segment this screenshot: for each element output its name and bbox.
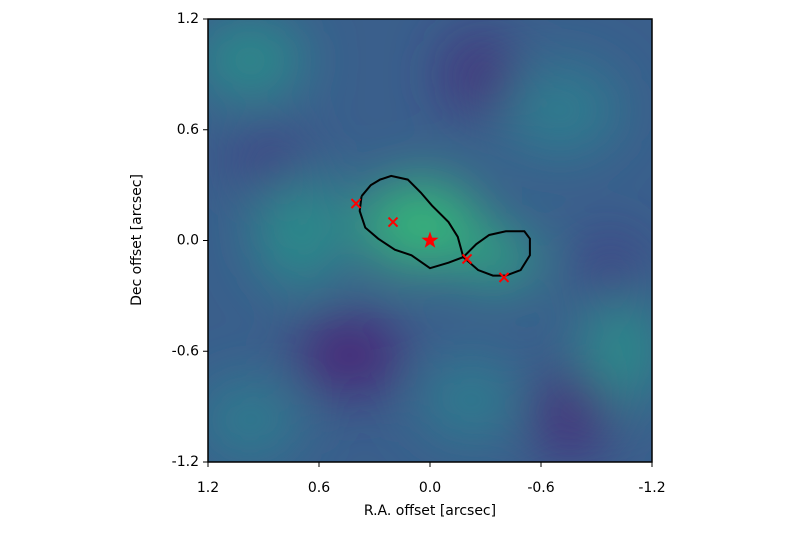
x-tick-label: -0.6	[527, 480, 554, 496]
heatmap	[208, 19, 652, 462]
x-tick-label: 0.6	[308, 480, 330, 496]
y-tick-label: 0.0	[177, 233, 199, 249]
y-tick-label: 1.2	[177, 11, 199, 27]
cross-marker	[350, 198, 362, 209]
y-tick-label: 0.6	[177, 122, 199, 138]
y-tick-label: -0.6	[172, 343, 199, 359]
cross-marker	[387, 216, 399, 228]
contour-line	[358, 174, 531, 277]
cross-marker	[461, 253, 473, 265]
y-axis-label: Dec offset [arcsec]	[129, 174, 145, 306]
cross-marker	[498, 272, 510, 283]
x-tick-label: -1.2	[638, 480, 665, 496]
plot-marks	[350, 174, 531, 283]
x-axis-label: R.A. offset [arcsec]	[364, 503, 496, 519]
x-tick-label: 1.2	[197, 480, 219, 496]
x-tick-label: 0.0	[419, 480, 441, 496]
y-tick-label: -1.2	[172, 454, 199, 470]
star-marker	[421, 231, 439, 248]
